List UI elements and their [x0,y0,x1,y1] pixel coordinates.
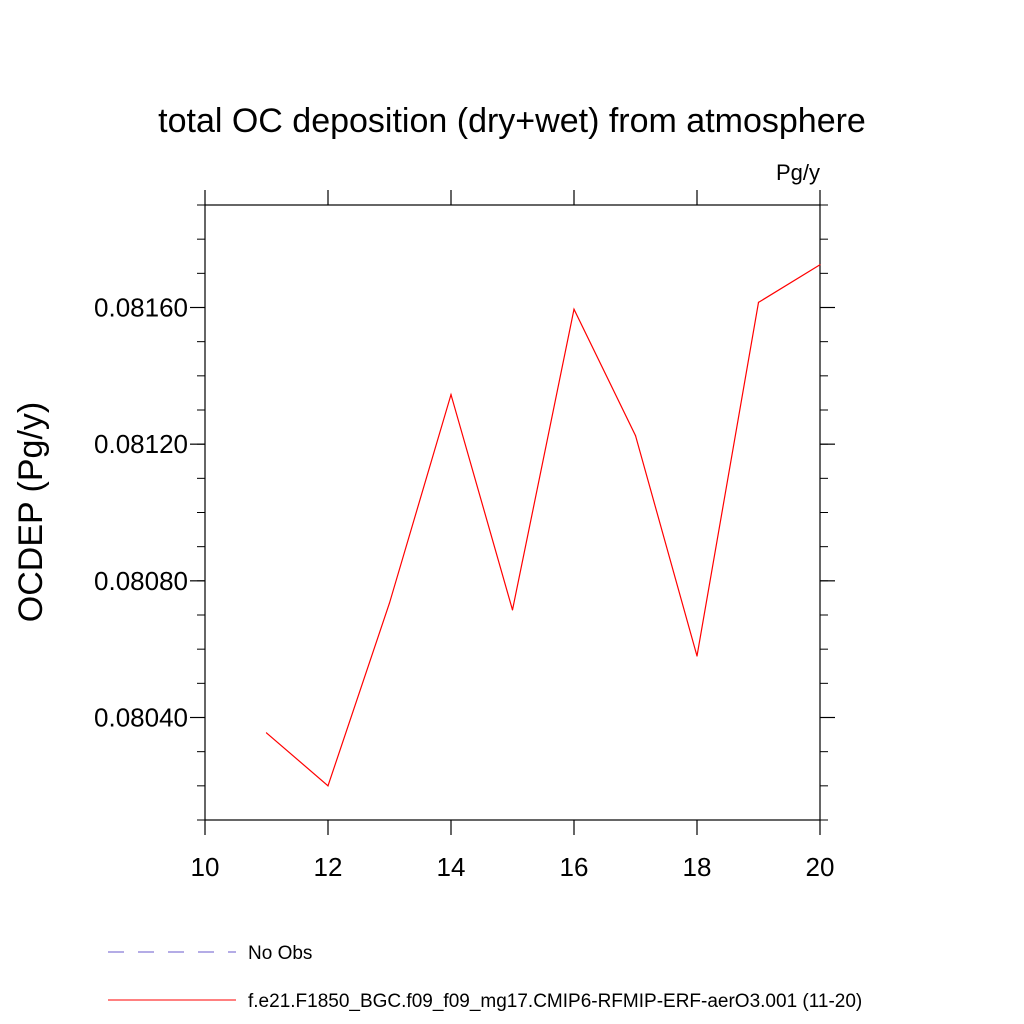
chart-title: total OC deposition (dry+wet) from atmos… [158,102,866,140]
y-tick-label: 0.08080 [94,566,188,596]
data-point [819,264,821,266]
units-label: Pg/y [776,160,820,185]
y-axis-label: OCDEP (Pg/y) [12,402,50,622]
data-point [327,785,329,787]
x-tick-label: 14 [437,852,466,882]
legend: No Obs f.e21.F1850_BGC.f09_f09_mg17.CMIP6… [108,943,862,1012]
x-tick-label: 10 [191,852,220,882]
data-point [634,435,637,437]
y-tick-label: 0.08120 [94,429,188,459]
data-point [511,609,514,611]
data-point [573,308,575,310]
x-tick-label: 12 [314,852,343,882]
y-tick-labels: 0.08040 0.08080 0.08120 0.08160 [94,293,188,733]
y-tick-label: 0.08160 [94,293,188,323]
y-tick-label: 0.08040 [94,703,188,733]
x-tick-label: 16 [560,852,589,882]
data-point [757,301,760,303]
x-tick-label: 20 [806,852,835,882]
legend-label: f.e21.F1850_BGC.f09_f09_mg17.CMIP6-RFMIP… [248,991,862,1012]
x-tick-labels: 10 12 14 16 18 20 [191,852,835,882]
data-point [388,602,391,604]
series-line [266,264,821,787]
data-point [450,394,452,396]
plot-frame [204,204,821,821]
x-tick-label: 18 [683,852,712,882]
data-point [265,732,268,734]
data-point [696,655,698,657]
legend-label: No Obs [248,943,312,964]
series-layer [265,264,821,787]
axis-ticks [190,190,835,835]
